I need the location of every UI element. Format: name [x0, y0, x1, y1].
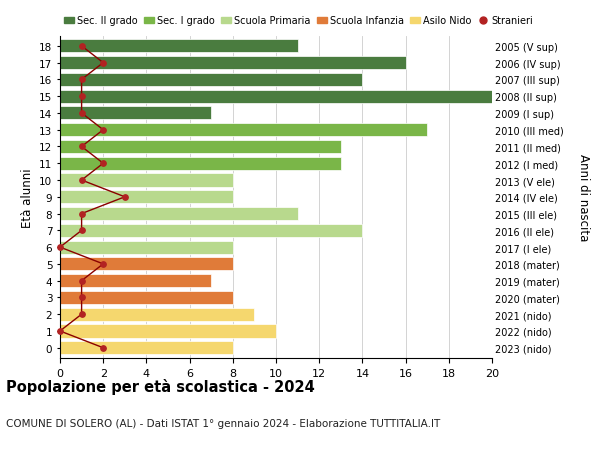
Point [77, 227, 86, 235]
Point [98, 344, 108, 352]
Y-axis label: Età alunni: Età alunni [20, 168, 34, 227]
Bar [60, 57, 406, 70]
Point [77, 110, 86, 118]
Bar [60, 308, 254, 321]
Bar [60, 90, 492, 103]
Bar [60, 274, 211, 288]
Point [120, 194, 130, 201]
Point [98, 160, 108, 168]
Bar [60, 40, 298, 53]
Bar [60, 140, 341, 154]
Bar [60, 291, 233, 304]
Text: COMUNE DI SOLERO (AL) - Dati ISTAT 1° gennaio 2024 - Elaborazione TUTTITALIA.IT: COMUNE DI SOLERO (AL) - Dati ISTAT 1° ge… [6, 418, 440, 428]
Point [55, 328, 65, 335]
Bar [60, 157, 341, 170]
Point [77, 277, 86, 285]
Text: Popolazione per età scolastica - 2024: Popolazione per età scolastica - 2024 [6, 379, 315, 395]
Legend: Sec. II grado, Sec. I grado, Scuola Primaria, Scuola Infanzia, Asilo Nido, Stran: Sec. II grado, Sec. I grado, Scuola Prim… [60, 12, 536, 30]
Point [77, 144, 86, 151]
Bar [60, 191, 233, 204]
Bar [60, 241, 233, 254]
Point [77, 294, 86, 302]
Point [55, 244, 65, 251]
Point [98, 127, 108, 134]
Point [98, 60, 108, 67]
Bar [60, 124, 427, 137]
Point [77, 177, 86, 185]
Point [98, 261, 108, 268]
Point [77, 311, 86, 318]
Bar [60, 174, 233, 187]
Bar [60, 224, 362, 237]
Point [77, 210, 86, 218]
Bar [60, 258, 233, 271]
Point [77, 93, 86, 101]
Point [77, 43, 86, 50]
Bar [60, 325, 276, 338]
Y-axis label: Anni di nascita: Anni di nascita [577, 154, 590, 241]
Bar [60, 107, 211, 120]
Bar [60, 207, 298, 221]
Point [77, 77, 86, 84]
Bar [60, 74, 362, 87]
Bar [60, 341, 233, 354]
